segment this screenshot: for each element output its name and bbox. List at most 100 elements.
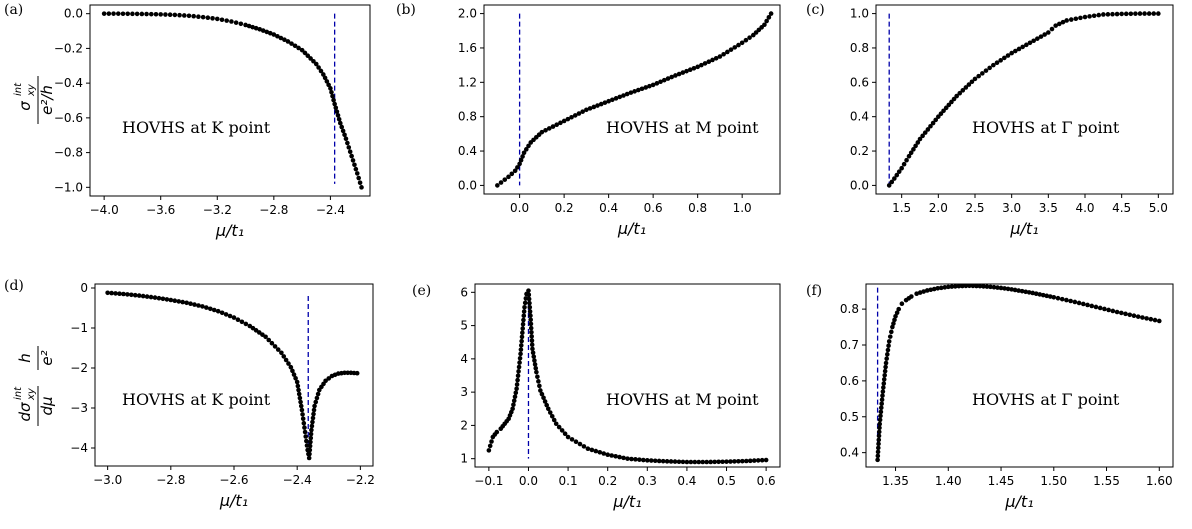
y-tick-label: 0.5 — [840, 410, 859, 424]
data-point — [331, 97, 336, 103]
x-axis-label: μ/t₁ — [215, 221, 244, 240]
data-point — [896, 169, 902, 174]
data-point — [881, 377, 887, 382]
y-tick-label: 6 — [460, 285, 468, 299]
data-point — [153, 11, 159, 17]
data-point — [132, 292, 138, 298]
x-tick-label: 1.55 — [1093, 474, 1120, 488]
data-point — [345, 140, 350, 146]
data-point — [533, 365, 539, 371]
data-point — [292, 43, 298, 49]
data-point — [621, 455, 626, 461]
data-point — [747, 35, 752, 40]
data-point — [949, 284, 955, 289]
data-point — [278, 35, 284, 41]
x-tick-label: 1.45 — [988, 474, 1015, 488]
data-point — [728, 47, 734, 52]
data-point — [538, 388, 543, 393]
data-point — [136, 293, 142, 298]
data-point — [558, 120, 563, 126]
data-point — [1035, 36, 1040, 41]
data-point — [283, 357, 289, 363]
data-point — [282, 37, 287, 43]
data-point — [297, 395, 303, 401]
data-point — [702, 61, 708, 66]
y-tick-label: 0.8 — [458, 110, 477, 124]
data-point — [299, 407, 305, 413]
data-series — [101, 11, 364, 190]
data-point — [876, 445, 881, 451]
data-point — [298, 399, 303, 405]
x-tick-label: 1.35 — [882, 474, 909, 488]
data-point — [106, 11, 112, 16]
data-point — [301, 420, 307, 426]
data-point — [914, 291, 919, 296]
data-point — [1093, 304, 1099, 310]
panel-tag: (f) — [806, 283, 822, 299]
data-point — [875, 453, 881, 459]
data-point — [1148, 316, 1154, 322]
data-point — [345, 370, 351, 376]
data-point — [946, 102, 952, 108]
data-point — [941, 108, 946, 114]
data-point — [544, 402, 549, 408]
data-point — [1135, 314, 1141, 319]
data-point — [699, 62, 704, 68]
data-point — [1151, 11, 1157, 16]
data-point — [573, 439, 579, 445]
data-point — [313, 61, 319, 67]
data-point — [291, 372, 297, 377]
data-point — [334, 109, 340, 114]
data-point — [1026, 290, 1032, 295]
data-point — [991, 62, 996, 68]
data-point — [318, 68, 324, 74]
data-point — [302, 50, 308, 56]
data-point — [882, 368, 888, 374]
x-tick-label: 5.0 — [1149, 201, 1168, 215]
data-point — [536, 379, 541, 384]
data-point — [309, 423, 315, 429]
data-point — [535, 374, 540, 380]
data-point — [347, 149, 353, 155]
data-point — [307, 451, 312, 457]
data-point — [543, 127, 548, 133]
data-point — [528, 317, 534, 323]
x-tick-label: −2.6 — [219, 473, 248, 487]
data-point — [725, 49, 730, 55]
data-point — [877, 421, 883, 427]
data-point — [515, 165, 520, 170]
data-point — [275, 347, 281, 352]
data-point — [639, 86, 645, 92]
data-point — [876, 429, 882, 435]
data-point — [1110, 308, 1116, 314]
data-point — [343, 136, 349, 141]
data-point — [890, 324, 895, 330]
data-point — [113, 291, 118, 296]
data-point — [565, 116, 571, 122]
data-point — [960, 88, 966, 93]
data-point — [526, 288, 531, 293]
data-point — [706, 59, 712, 64]
data-point — [654, 81, 660, 86]
data-point — [180, 299, 185, 305]
data-point — [553, 421, 559, 427]
data-point — [728, 459, 733, 464]
data-point — [998, 58, 1003, 63]
y-tick-label: 0.4 — [840, 446, 859, 460]
data-point — [489, 439, 494, 444]
data-point — [529, 329, 534, 335]
data-point — [342, 132, 347, 138]
data-point — [624, 91, 630, 97]
data-point — [1060, 19, 1066, 25]
data-point — [691, 65, 697, 71]
data-point — [625, 456, 630, 461]
y-tick-label: 5 — [460, 319, 468, 333]
data-point — [894, 310, 900, 316]
data-point — [1020, 44, 1025, 50]
data-point — [720, 459, 725, 465]
y-tick-label: −1.0 — [54, 180, 83, 194]
data-point — [882, 372, 887, 378]
data-point — [743, 37, 749, 43]
data-point — [529, 334, 534, 339]
data-point — [537, 383, 542, 389]
